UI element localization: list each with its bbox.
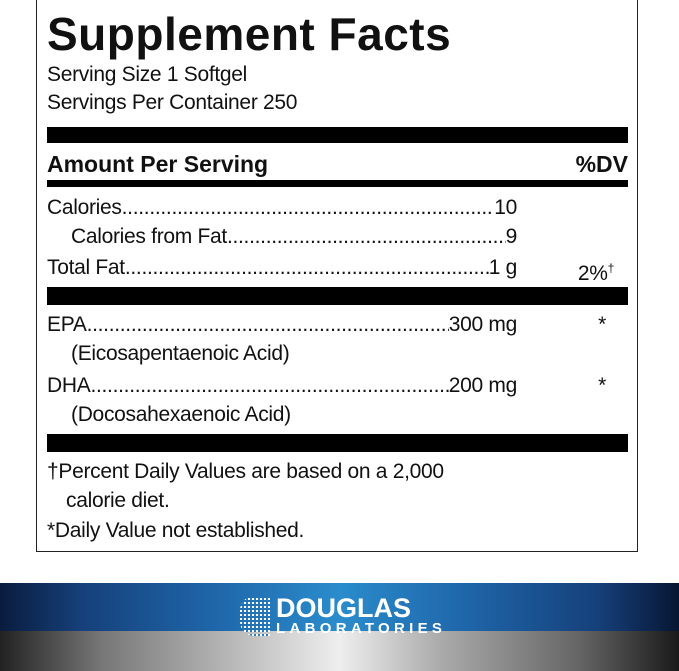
nutrient-label: Total Fat — [47, 256, 125, 279]
footnote-not-established: *Daily Value not established. — [47, 519, 305, 542]
dot-leader — [125, 255, 489, 287]
dv-value: 2% — [577, 262, 608, 285]
footnote-dv-cont: calorie diet. — [66, 489, 170, 512]
nutrient-dv: * — [598, 374, 606, 397]
table-header: Amount Per Serving %DV — [47, 150, 628, 178]
douglas-laboratories-logo: DOUGLAS LABORATORIES — [240, 594, 446, 638]
nutrient-subname: (Docosahexaenoic Acid) — [71, 403, 291, 426]
panel-title: Supplement Facts — [47, 8, 452, 60]
divider-medium — [47, 180, 628, 187]
nutrient-dv: * — [598, 313, 606, 336]
nutrient-dv — [517, 224, 628, 250]
divider-thick — [47, 434, 628, 452]
nutrient-row-dha: DHA 200 mg * — [47, 373, 628, 399]
nutrient-dv: 2%† — [517, 255, 628, 287]
serving-size: Serving Size 1 Softgel — [47, 63, 248, 86]
header-dv: %DV — [575, 151, 628, 177]
logo-mark-icon — [240, 596, 270, 636]
dot-leader — [90, 373, 448, 399]
dot-leader — [227, 224, 506, 250]
dagger-mark: † — [607, 261, 615, 275]
nutrient-amount: 1 g — [488, 256, 518, 279]
nutrient-label: Calories — [47, 196, 122, 219]
silver-band — [0, 631, 679, 671]
nutrient-row-epa: EPA 300 mg * — [47, 312, 628, 338]
servings-per-container: Servings Per Container 250 — [47, 91, 298, 114]
footnote-dv: †Percent Daily Values are based on a 2,0… — [47, 460, 444, 483]
dot-leader — [122, 195, 495, 221]
nutrient-label: Calories from Fat — [71, 225, 227, 248]
divider-thick — [47, 127, 628, 143]
nutrient-amount: 200 mg — [448, 374, 518, 397]
supplement-facts-panel — [36, 0, 638, 552]
brand-banner — [0, 583, 679, 631]
nutrient-row-calories: Calories 10 — [47, 195, 628, 221]
brand-sub: LABORATORIES — [276, 620, 447, 637]
nutrient-row-total-fat: Total Fat 1 g 2%† — [47, 255, 628, 287]
dot-leader — [87, 312, 449, 338]
divider-thick — [47, 287, 628, 305]
nutrient-label: EPA — [47, 313, 87, 336]
nutrient-label: DHA — [47, 374, 91, 397]
brand-name: DOUGLAS — [276, 593, 411, 623]
nutrient-subname: (Eicosapentaenoic Acid) — [71, 342, 290, 365]
header-amount: Amount Per Serving — [47, 151, 269, 177]
nutrient-amount: 9 — [505, 225, 518, 248]
nutrient-amount: 10 — [494, 196, 517, 219]
nutrient-dv — [517, 195, 628, 221]
nutrient-amount: 300 mg — [448, 313, 518, 336]
nutrient-row-calories-from-fat: Calories from Fat 9 — [47, 224, 628, 250]
